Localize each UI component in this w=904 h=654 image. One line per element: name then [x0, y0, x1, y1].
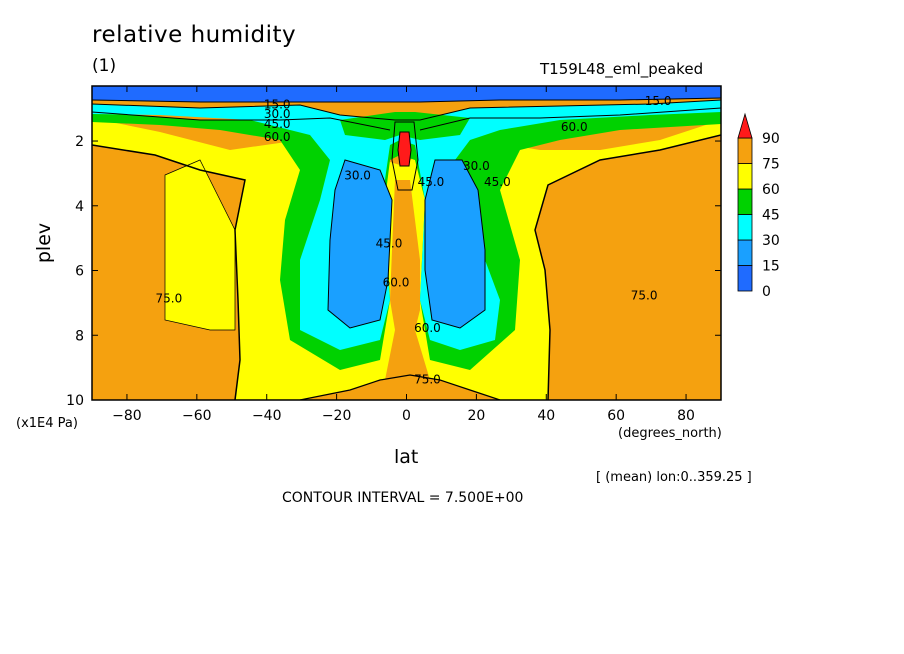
equator-green-cap: [340, 112, 470, 140]
contour-labels: 15.030.045.060.030.045.060.075.045.030.0…: [156, 94, 672, 387]
x-tick-label: 80: [677, 408, 695, 424]
contour-label: 30.0: [264, 107, 291, 121]
equator-orange-column: [385, 180, 430, 390]
contour-label: 75.0: [414, 373, 441, 387]
colorbar-label: 15: [762, 259, 780, 275]
chart-title: relative humidity: [92, 22, 297, 48]
colorbar-label: 90: [762, 131, 780, 147]
band-15-30-right: [425, 160, 485, 328]
band-15-30-left: [328, 160, 392, 328]
y-tick-label: 6: [75, 264, 84, 280]
x-tick-label: 60: [607, 408, 625, 424]
filled-contours: [92, 86, 721, 400]
x-tick-label: −40: [252, 408, 282, 424]
contour-label: 75.0: [631, 288, 658, 302]
colorbar-box: [737, 137, 753, 164]
contour-label: 45.0: [418, 175, 445, 189]
contour-lines: [92, 97, 721, 400]
x-tick-label: 20: [467, 408, 485, 424]
colorbar-box: [737, 188, 753, 215]
contour-label: 30.0: [463, 159, 490, 173]
colorbar: 0 15 30 45 60 75 90: [737, 112, 780, 300]
contour-label: 60.0: [383, 275, 410, 289]
contour-interval: CONTOUR INTERVAL = 7.500E+00: [282, 490, 524, 506]
contour-label: 45.0: [484, 175, 511, 189]
colorbar-label: 30: [762, 233, 780, 249]
colorbar-label: 0: [762, 284, 771, 300]
x-tick-label: −60: [182, 408, 212, 424]
colorbar-top-arrow: [737, 112, 753, 139]
x-tick-label: −80: [112, 408, 142, 424]
colorbar-label: 45: [762, 208, 780, 224]
x-tick-label: 40: [537, 408, 555, 424]
contour-label: 75.0: [156, 292, 183, 306]
run-name: T159L48_eml_peaked: [540, 60, 704, 78]
contour-label: 30.0: [344, 169, 371, 183]
colorbar-label: 60: [762, 182, 780, 198]
colorbar-box: [737, 214, 753, 241]
colorbar-box: [737, 163, 753, 190]
colorbar-box: [737, 239, 753, 266]
band-0-15: [92, 86, 721, 102]
contour-label: 60.0: [414, 321, 441, 335]
y-axis-unit: (x1E4 Pa): [16, 416, 78, 431]
contour-label: 45.0: [264, 117, 291, 131]
contour-label: 60.0: [264, 130, 291, 144]
y-tick-label: 10: [66, 393, 84, 409]
x-axis-unit: (degrees_north): [618, 426, 722, 441]
y-tick-label: 4: [75, 199, 84, 215]
chart-subtitle: (1): [92, 56, 117, 76]
colorbar-label: 75: [762, 157, 780, 173]
axes: −80 −60 −40 −20 0 20 40 60 80 2 4 6 8 10: [66, 86, 721, 424]
y-tick-label: 8: [75, 328, 84, 344]
band-60-75-left: [165, 160, 235, 330]
x-tick-label: 0: [402, 408, 411, 424]
x-axis-label: lat: [394, 446, 419, 468]
x-tick-label: −20: [322, 408, 352, 424]
averaging-note: [ (mean) lon:0..359.25 ]: [596, 470, 752, 485]
band-90-plus: [398, 132, 411, 166]
contour-label: 15.0: [264, 97, 291, 111]
contour-label: 45.0: [376, 237, 403, 251]
colorbar-box: [737, 265, 753, 292]
y-tick-label: 2: [75, 134, 84, 150]
y-axis-label: plev: [33, 223, 55, 263]
contour-label: 60.0: [561, 120, 588, 134]
contour-label: 15.0: [645, 94, 672, 108]
